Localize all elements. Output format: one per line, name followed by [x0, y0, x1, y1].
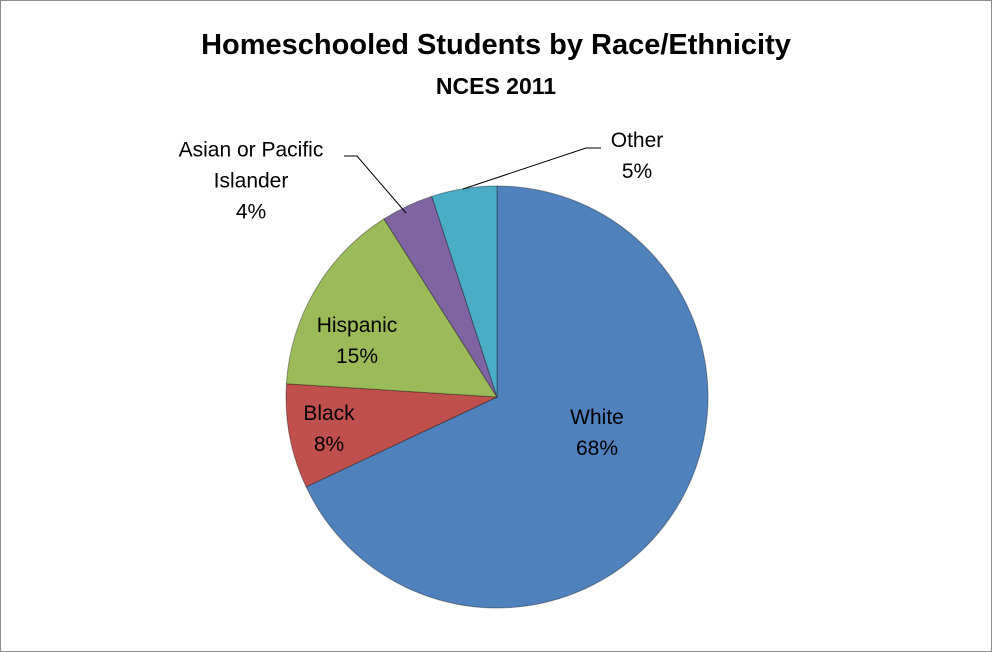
slice-label: Hispanic 15%: [297, 310, 417, 372]
pie-slice: [305, 185, 709, 609]
value-label: 8%: [313, 433, 345, 456]
category-label: Hispanic: [316, 314, 398, 337]
pie-slice: [285, 218, 498, 398]
slice-label: Other 5%: [587, 125, 687, 187]
slice-label: Asian or Pacific Islander 4%: [156, 135, 346, 228]
chart-subtitle: NCES 2011: [435, 73, 557, 99]
pie-slice: [285, 383, 498, 488]
category-label: Asian or Pacific Islander: [178, 138, 324, 193]
leader-line: [344, 155, 407, 214]
slice-label: White 68%: [537, 402, 657, 464]
value-label: 5%: [621, 160, 653, 183]
category-label: White: [570, 406, 624, 429]
value-label: 68%: [575, 437, 619, 460]
category-label: Other: [610, 129, 664, 152]
pie-slice: [383, 195, 498, 398]
leader-line: [462, 147, 601, 190]
chart-title: Homeschooled Students by Race/Ethnicity: [201, 29, 791, 61]
category-label: Black: [303, 402, 355, 425]
slice-label: Black 8%: [289, 398, 369, 460]
value-label: 4%: [235, 200, 267, 224]
value-label: 15%: [335, 345, 379, 368]
